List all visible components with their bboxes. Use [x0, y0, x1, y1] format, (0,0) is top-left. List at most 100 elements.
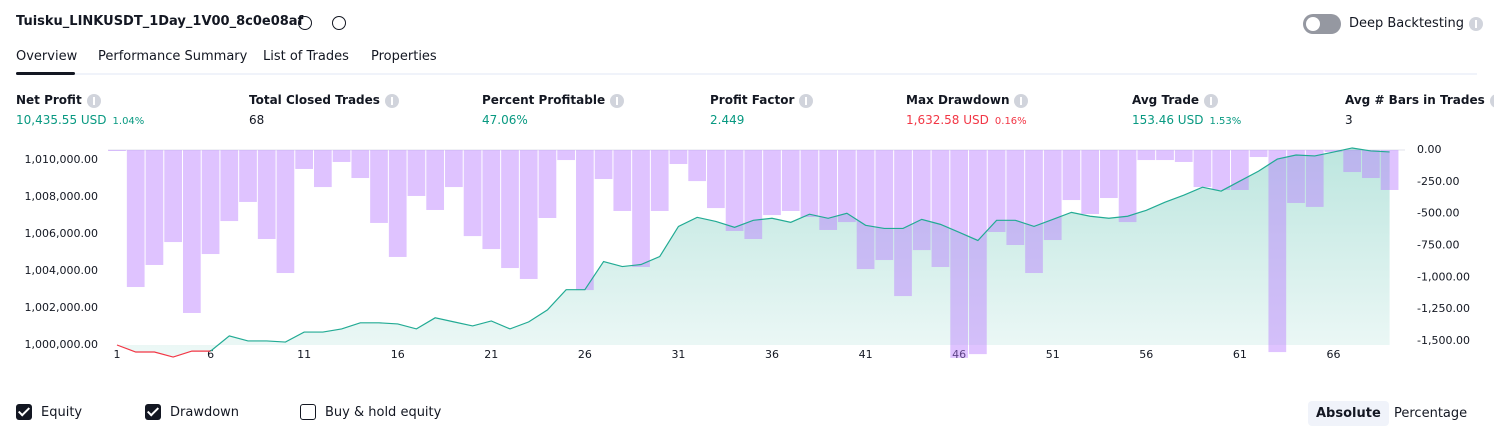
equity-area	[117, 147, 1390, 358]
drawdown-bar	[1006, 150, 1025, 245]
toggle-label: Deep Backtesting	[1349, 16, 1484, 31]
help-icon[interactable]	[1489, 93, 1494, 108]
drawdown-bar	[1268, 150, 1287, 353]
drawdown-bar	[295, 150, 314, 169]
drawdown-bar	[108, 150, 126, 151]
deep-backtesting-toggle[interactable]	[1303, 14, 1341, 34]
help-icon[interactable]	[86, 93, 101, 108]
view-button[interactable]: Percentage	[1394, 406, 1468, 421]
drawdown-bar	[463, 150, 482, 237]
x-tick-label: 61	[1233, 348, 1247, 361]
view-button[interactable]: Absolute	[1308, 401, 1389, 426]
metric-percent: 1.04%	[112, 116, 145, 127]
metric-label-text: Avg # Bars in Trades	[1345, 93, 1485, 107]
metric-value: 47.06%	[482, 113, 528, 127]
drawdown-bar	[1156, 150, 1174, 161]
help-icon[interactable]	[1204, 93, 1219, 108]
x-tick-label: 21	[484, 348, 498, 361]
y2-tick-label: 0.00	[1417, 143, 1442, 156]
active-tab-indicator	[16, 72, 75, 75]
metric-percent: 0.16%	[994, 116, 1027, 127]
drawdown-bar	[781, 150, 800, 211]
drawdown-bar	[987, 150, 1006, 233]
tab[interactable]: List of Trades	[263, 49, 349, 64]
drawdown-bar	[931, 150, 950, 268]
tab[interactable]: Performance Summary	[98, 49, 248, 64]
drawdown-bar	[1249, 150, 1268, 158]
help-icon[interactable]	[1469, 16, 1484, 31]
equity-chart: 1,000,000.00 1,002,000.00 1,004,000.00 1,00…	[25, 143, 1470, 361]
legend-item[interactable]: Equity	[16, 404, 82, 420]
checkbox[interactable]	[300, 404, 316, 420]
metric-value-text: 68	[249, 113, 265, 127]
metric-value-text: 1,632.58 USD	[906, 113, 989, 127]
x-tick-label: 1	[114, 348, 121, 361]
drawdown-bar	[763, 150, 781, 216]
drawdown-bar	[426, 150, 445, 210]
drawdown-bar	[1081, 150, 1100, 215]
drawdown-bar	[650, 150, 669, 211]
drawdown-bar	[1118, 150, 1137, 223]
metric-label: Total Closed Trades	[249, 93, 399, 108]
x-tick-label: 36	[765, 348, 779, 361]
drawdown-bar	[576, 150, 594, 291]
drawdown-bar	[1287, 150, 1305, 203]
metric-label-text: Net Profit	[16, 93, 82, 107]
drawdown-bar	[407, 150, 426, 196]
drawdown-bar	[613, 150, 632, 211]
help-icon[interactable]	[384, 93, 399, 108]
metric-label-text: Percent Profitable	[482, 93, 606, 107]
metric-label: Percent Profitable	[482, 93, 625, 108]
help-icon[interactable]	[610, 93, 625, 108]
y2-tick-label: -1,500.00	[1417, 334, 1470, 347]
drawdown-bar	[257, 150, 276, 240]
metric-label-text: Avg Trade	[1132, 93, 1200, 107]
metric-value-text: 47.06%	[482, 113, 528, 127]
y-tick-label: 1,008,000.00	[25, 190, 98, 203]
alert-icon[interactable]	[332, 16, 346, 30]
drawdown-bar	[950, 150, 969, 358]
metric-label: Net Profit	[16, 93, 101, 108]
settings-icon[interactable]	[298, 16, 312, 30]
y2-tick-label: -250.00	[1417, 175, 1459, 188]
toggle-text: Deep Backtesting	[1349, 16, 1465, 31]
metric-value: 10,435.55 USD 1.04%	[16, 113, 144, 127]
checkbox[interactable]	[16, 404, 32, 420]
tab[interactable]: Properties	[371, 49, 437, 64]
drawdown-bar	[332, 150, 351, 162]
metric-label-text: Max Drawdown	[906, 93, 1010, 107]
metric-label: Profit Factor	[710, 93, 814, 108]
drawdown-bar	[1305, 150, 1324, 207]
metric-value: 1,632.58 USD 0.16%	[906, 113, 1027, 127]
drawdown-bar	[744, 150, 763, 240]
tab[interactable]: Overview	[16, 49, 78, 64]
drawdown-bar	[819, 150, 838, 230]
drawdown-bar	[1231, 150, 1249, 190]
drawdown-bar	[669, 150, 688, 165]
drawdown-bar	[538, 150, 557, 218]
metric-value: 2.449	[710, 113, 744, 127]
metric-percent: 1.53%	[1209, 116, 1242, 127]
legend-item[interactable]: Drawdown	[145, 404, 239, 420]
x-tick-label: 46	[952, 348, 966, 361]
metric-value-text: 153.46 USD	[1132, 113, 1204, 127]
help-icon[interactable]	[1014, 93, 1029, 108]
equity-line	[116, 344, 211, 358]
drawdown-bar	[632, 150, 650, 268]
help-icon[interactable]	[799, 93, 814, 108]
y2-tick-label: -500.00	[1417, 207, 1459, 220]
metric-value-text: 3	[1345, 113, 1353, 127]
metric-label-text: Total Closed Trades	[249, 93, 380, 107]
drawdown-bar	[482, 150, 501, 250]
legend-item[interactable]: Buy & hold equity	[300, 404, 441, 420]
strategy-title: Tuisku_LINKUSDT_1Day_1V00_8c0e08af	[16, 14, 304, 29]
drawdown-bar	[145, 150, 164, 265]
drawdown-bar	[1100, 150, 1118, 199]
metric-label: Avg # Bars in Trades	[1345, 93, 1494, 108]
drawdown-bar	[1212, 150, 1231, 190]
drawdown-bar	[370, 150, 388, 223]
drawdown-bar	[725, 150, 744, 231]
checkbox[interactable]	[145, 404, 161, 420]
y-tick-label: 1,002,000.00	[25, 301, 98, 314]
